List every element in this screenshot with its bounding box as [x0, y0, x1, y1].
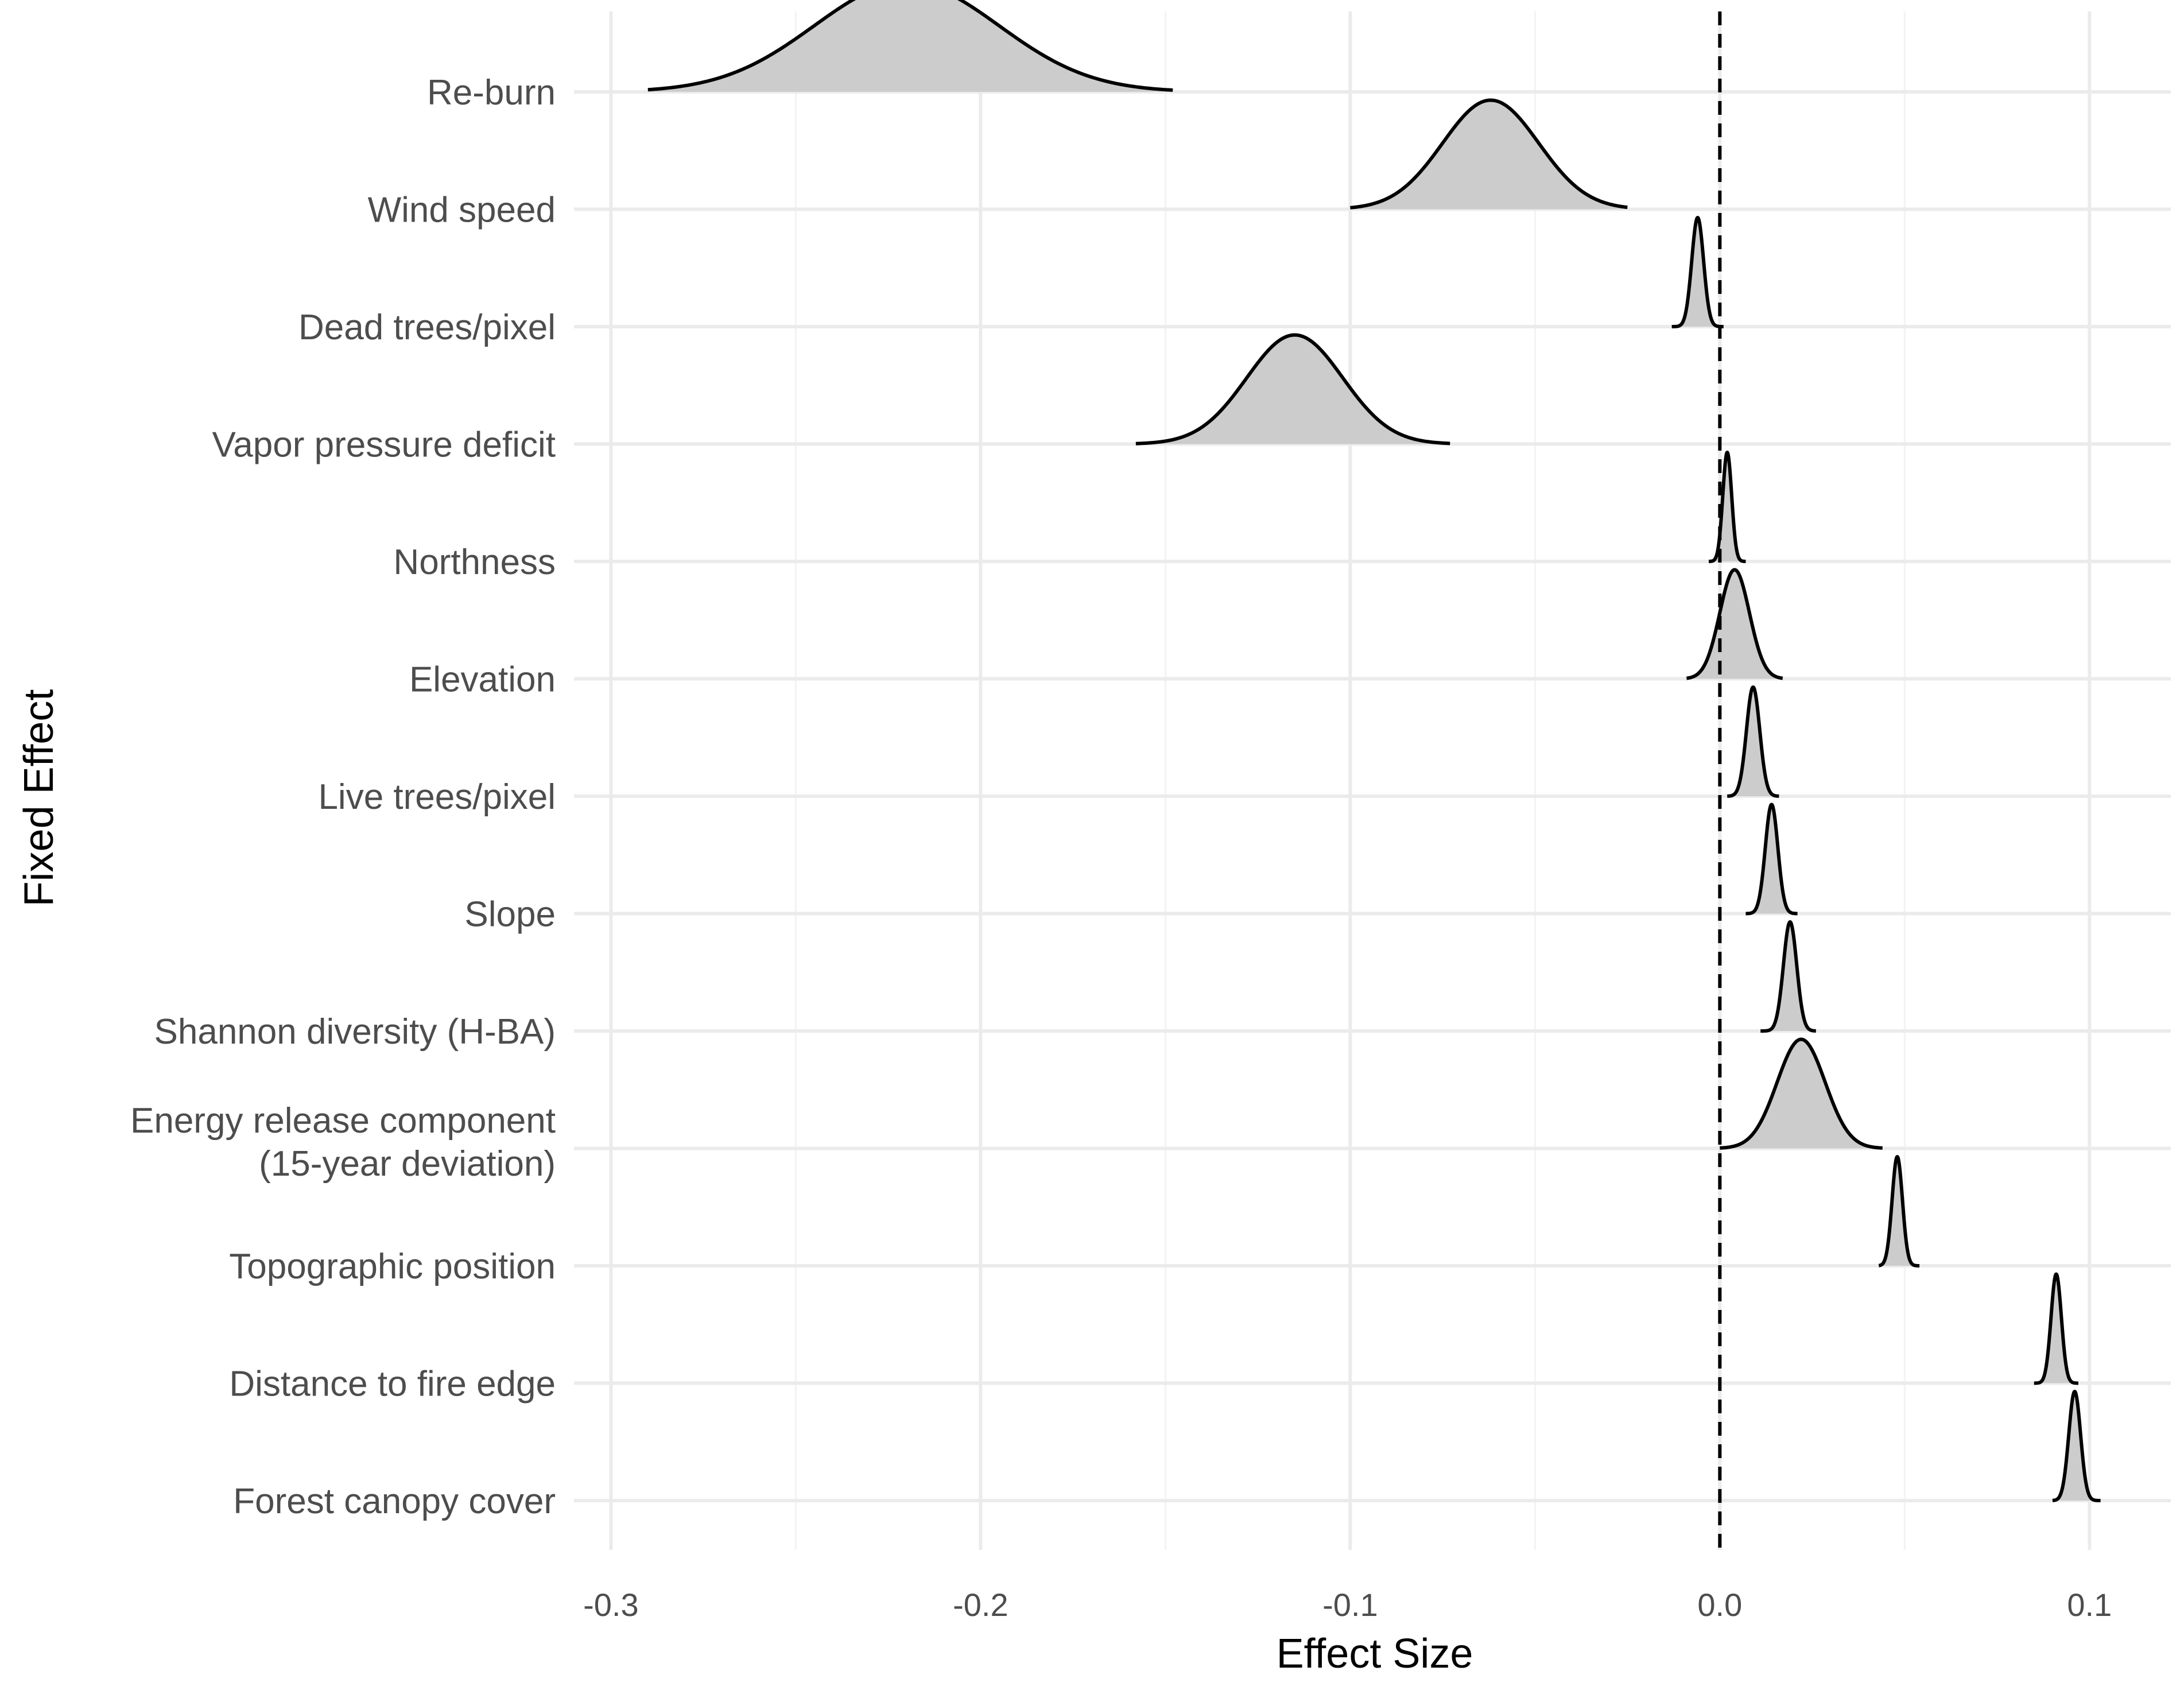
ridge-density [1877, 1155, 1921, 1268]
y-tick-labels: Re-burn Wind speed Dead trees/pixel Vapor p… [130, 73, 556, 1521]
x-tick-label: -0.1 [1322, 1587, 1378, 1623]
ridge-fill [2052, 1391, 2101, 1501]
y-tick-label: Topographic position [229, 1247, 556, 1286]
ridge-fill [1727, 687, 1779, 796]
ridge-density [1744, 803, 1799, 916]
x-tick-label: -0.2 [953, 1587, 1008, 1623]
y-tick-label: Shannon diversity (H-BA) [154, 1012, 556, 1052]
y-tick-label: Dead trees/pixel [298, 308, 556, 347]
ridge-density [1670, 216, 1725, 328]
ridge-density [1759, 920, 1818, 1033]
x-tick-label: 0.1 [2067, 1587, 2112, 1623]
ridge-fill [1350, 100, 1628, 210]
ridge-density [1350, 98, 1628, 210]
y-tick-label: Re-burn [427, 73, 556, 113]
y-tick-label: Northness [393, 542, 556, 582]
y-tick-label: Wind speed [368, 191, 556, 230]
ridge-density [1707, 451, 1748, 563]
ridge-density [2051, 1390, 2102, 1502]
x-tick-label: 0.0 [1697, 1587, 1742, 1623]
ridge-fill [647, 0, 1173, 92]
y-tick-label: Slope [464, 895, 556, 935]
grid-layer [574, 11, 2171, 1550]
ridge-fill [1760, 922, 1816, 1031]
ridge-density [1719, 1037, 1883, 1150]
ridge-density [647, 0, 1173, 92]
ridge-fill [1720, 1039, 1883, 1149]
y-tick-label: Elevation [409, 660, 556, 700]
ridge-fill [1671, 218, 1724, 327]
ridge-layer [647, 0, 2102, 1502]
ridge-fill [1135, 335, 1450, 444]
y-tick-label: Distance to fire edge [229, 1365, 556, 1404]
ridge-density [1725, 685, 1780, 798]
x-axis-title: Effect Size [1277, 1631, 1473, 1677]
y-axis-title: Fixed Effect [16, 689, 62, 907]
ridge-fill [1745, 804, 1798, 914]
y-tick-label: Energy release component (15-year deviati… [130, 1101, 556, 1184]
ridge-density [1135, 333, 1450, 445]
ridge-fill [2034, 1274, 2078, 1383]
ridge-fill [1686, 569, 1783, 679]
ridge-density [1685, 568, 1784, 680]
ridge-fill [1709, 452, 1746, 561]
y-tick-label: Vapor pressure deficit [212, 425, 556, 465]
ridge-density [2032, 1272, 2080, 1385]
y-tick-label: Forest canopy cover [233, 1482, 556, 1521]
x-tick-label: -0.3 [583, 1587, 639, 1623]
y-tick-label: Live trees/pixel [318, 777, 556, 817]
x-tick-labels: -0.3 -0.2 -0.1 0.0 0.1 [583, 1587, 2112, 1623]
